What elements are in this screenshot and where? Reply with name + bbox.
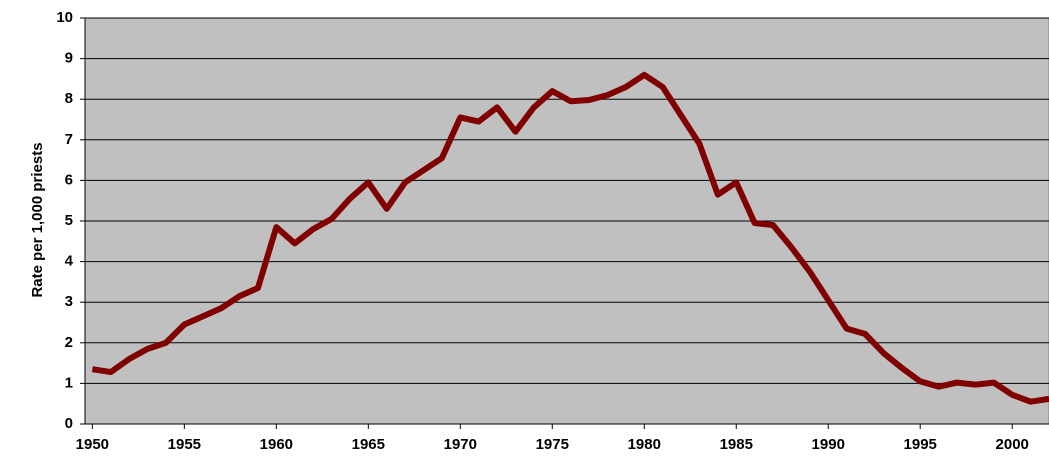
y-tick-label: 2 <box>65 334 73 351</box>
y-tick-label: 4 <box>65 253 74 270</box>
x-tick-label: 1985 <box>720 436 753 453</box>
y-tick-label: 9 <box>65 50 73 67</box>
x-tick-label: 2000 <box>996 436 1029 453</box>
x-tick-label: 1990 <box>812 436 845 453</box>
x-tick-label: 1960 <box>260 436 293 453</box>
x-tick-label: 1995 <box>904 436 937 453</box>
y-tick-label: 5 <box>65 212 73 229</box>
y-tick-label: 7 <box>65 131 73 148</box>
x-tick-label: 1970 <box>444 436 477 453</box>
x-tick-label: 1955 <box>168 436 201 453</box>
data-line <box>91 71 1049 405</box>
y-tick-label: 0 <box>65 415 73 432</box>
x-tick-label: 1950 <box>76 436 109 453</box>
x-tick-label: 1965 <box>352 436 385 453</box>
y-tick-label: 8 <box>65 90 73 107</box>
y-tick-label: 10 <box>56 9 73 26</box>
y-tick-label: 1 <box>65 374 73 391</box>
x-tick-label: 1975 <box>536 436 569 453</box>
y-tick-label: 6 <box>65 171 73 188</box>
y-axis-label: Rate per 1,000 priests <box>29 142 46 297</box>
y-tick-label: 3 <box>65 293 73 310</box>
x-tick-label: 1980 <box>628 436 661 453</box>
